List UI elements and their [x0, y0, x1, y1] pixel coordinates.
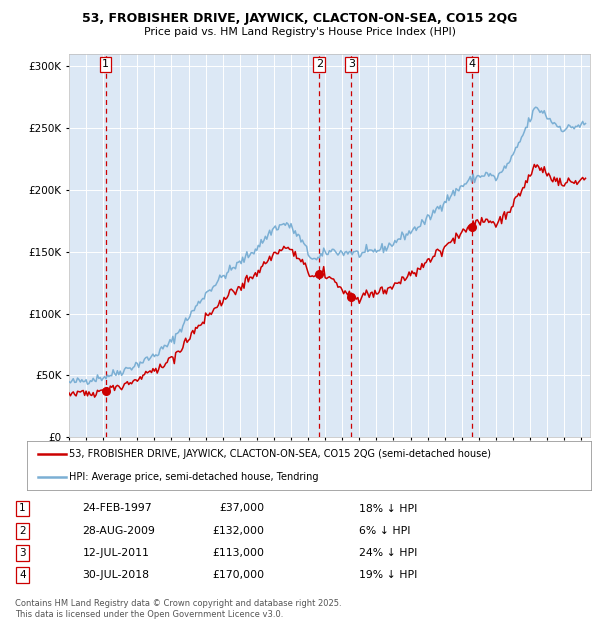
Text: 24-FEB-1997: 24-FEB-1997: [82, 503, 152, 513]
Text: 6% ↓ HPI: 6% ↓ HPI: [359, 526, 410, 536]
Text: 2: 2: [19, 526, 26, 536]
Text: 24% ↓ HPI: 24% ↓ HPI: [359, 547, 417, 558]
Text: 53, FROBISHER DRIVE, JAYWICK, CLACTON-ON-SEA, CO15 2QG: 53, FROBISHER DRIVE, JAYWICK, CLACTON-ON…: [82, 12, 518, 25]
Text: 1: 1: [102, 60, 109, 69]
Text: 3: 3: [19, 547, 26, 558]
Text: £132,000: £132,000: [213, 526, 265, 536]
Text: 28-AUG-2009: 28-AUG-2009: [82, 526, 155, 536]
Text: 3: 3: [348, 60, 355, 69]
Text: HPI: Average price, semi-detached house, Tendring: HPI: Average price, semi-detached house,…: [70, 472, 319, 482]
Text: 12-JUL-2011: 12-JUL-2011: [82, 547, 149, 558]
Text: £37,000: £37,000: [220, 503, 265, 513]
Text: £170,000: £170,000: [212, 570, 265, 580]
Text: 4: 4: [19, 570, 26, 580]
Text: 19% ↓ HPI: 19% ↓ HPI: [359, 570, 417, 580]
Text: Price paid vs. HM Land Registry's House Price Index (HPI): Price paid vs. HM Land Registry's House …: [144, 27, 456, 37]
Text: 4: 4: [468, 60, 475, 69]
Text: 18% ↓ HPI: 18% ↓ HPI: [359, 503, 417, 513]
Text: 1: 1: [19, 503, 26, 513]
Text: 53, FROBISHER DRIVE, JAYWICK, CLACTON-ON-SEA, CO15 2QG (semi-detached house): 53, FROBISHER DRIVE, JAYWICK, CLACTON-ON…: [70, 450, 491, 459]
Text: 2: 2: [316, 60, 323, 69]
Text: Contains HM Land Registry data © Crown copyright and database right 2025.
This d: Contains HM Land Registry data © Crown c…: [15, 600, 341, 619]
Text: 30-JUL-2018: 30-JUL-2018: [82, 570, 149, 580]
Text: £113,000: £113,000: [213, 547, 265, 558]
